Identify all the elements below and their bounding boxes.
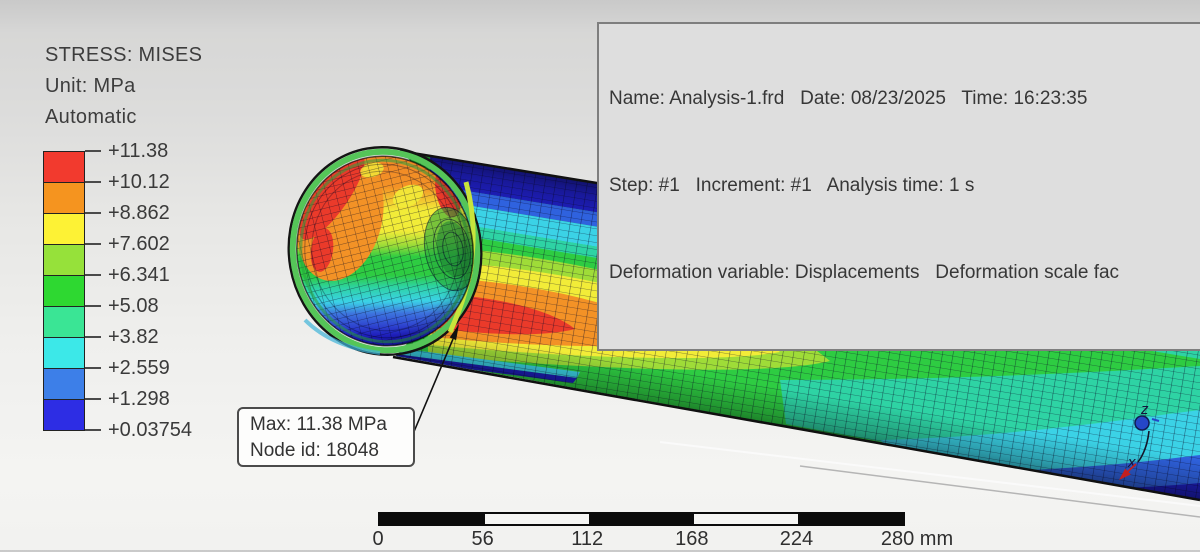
legend-value: +8.862 [108, 202, 170, 224]
axis-triad: z x [1119, 401, 1160, 480]
scale-mode: Automatic [45, 106, 137, 128]
legend-value: +2.559 [108, 357, 170, 379]
legend-tick [85, 181, 101, 183]
legend-tick [85, 367, 101, 369]
legend-tick [85, 429, 101, 431]
info-line-step-increment: Step: #1 Increment: #1 Analysis time: 1 … [609, 175, 975, 196]
legend-swatch [43, 244, 85, 276]
scale-bar-label: 0 [372, 528, 384, 550]
legend-tick [85, 150, 101, 152]
analysis-info-box: Name: Analysis-1.frd Date: 08/23/2025 Ti… [597, 22, 1200, 351]
info-line-name-date-time: Name: Analysis-1.frd Date: 08/23/2025 Ti… [609, 88, 1088, 109]
legend-swatch [43, 399, 85, 431]
scale-bar [378, 512, 905, 526]
legend-tick [85, 243, 101, 245]
legend-swatch [43, 275, 85, 307]
legend-value: +7.602 [108, 233, 170, 255]
legend-value: +5.08 [108, 295, 159, 317]
legend-value: +11.38 [108, 140, 169, 162]
result-header: STRESS: MISES Unit: MPa Automatic [45, 40, 202, 133]
scale-bar-segment [380, 514, 485, 524]
scale-bar-segment [589, 514, 694, 524]
scale-bar-segment [693, 514, 799, 524]
legend-value: +10.12 [108, 171, 170, 193]
legend-swatch [43, 213, 85, 245]
scale-bar-label: 112 [571, 528, 604, 550]
scale-bar-label: 280 mm [880, 528, 954, 550]
max-node-line: Node id: 18048 [250, 440, 379, 461]
legend-tick [85, 305, 101, 307]
z-axis-label: z [1140, 401, 1149, 418]
scale-bar-label: 224 [779, 528, 814, 550]
x-axis-arrow [1119, 468, 1131, 480]
info-line-deformation: Deformation variable: Displacements Defo… [609, 262, 1120, 283]
result-unit: Unit: MPa [45, 75, 136, 97]
scale-bar-segment [484, 514, 590, 524]
x-axis-label: x [1127, 454, 1136, 471]
max-value-line: Max: 11.38 MPa [250, 414, 387, 435]
scale-bar-segment [798, 514, 903, 524]
legend-value: +6.341 [108, 264, 170, 286]
legend-swatch [43, 306, 85, 338]
legend-tick [85, 212, 101, 214]
z-axis-node-marker [1134, 415, 1150, 431]
scale-bar-label: 56 [471, 528, 494, 550]
undeformed-edge-line [659, 441, 1200, 507]
legend-swatch [43, 337, 85, 369]
legend-value: +1.298 [108, 388, 170, 410]
legend-value: +3.82 [108, 326, 159, 348]
legend-value: +0.03754 [108, 419, 192, 441]
legend-tick [85, 336, 101, 338]
legend-swatch [43, 151, 85, 183]
result-type: STRESS: MISES [45, 44, 203, 66]
max-leader-arrow [412, 324, 459, 435]
legend-swatch [43, 368, 85, 400]
legend-tick [85, 398, 101, 400]
legend-tick [85, 274, 101, 276]
max-value-annotation: Max: 11.38 MPa Node id: 18048 [237, 407, 415, 467]
pipe-open-end [287, 145, 483, 357]
legend-swatch [43, 182, 85, 214]
scale-bar-label: 168 [675, 528, 709, 550]
scale-bar-labels: 0 56 112 168 224 280 mm [372, 528, 953, 552]
